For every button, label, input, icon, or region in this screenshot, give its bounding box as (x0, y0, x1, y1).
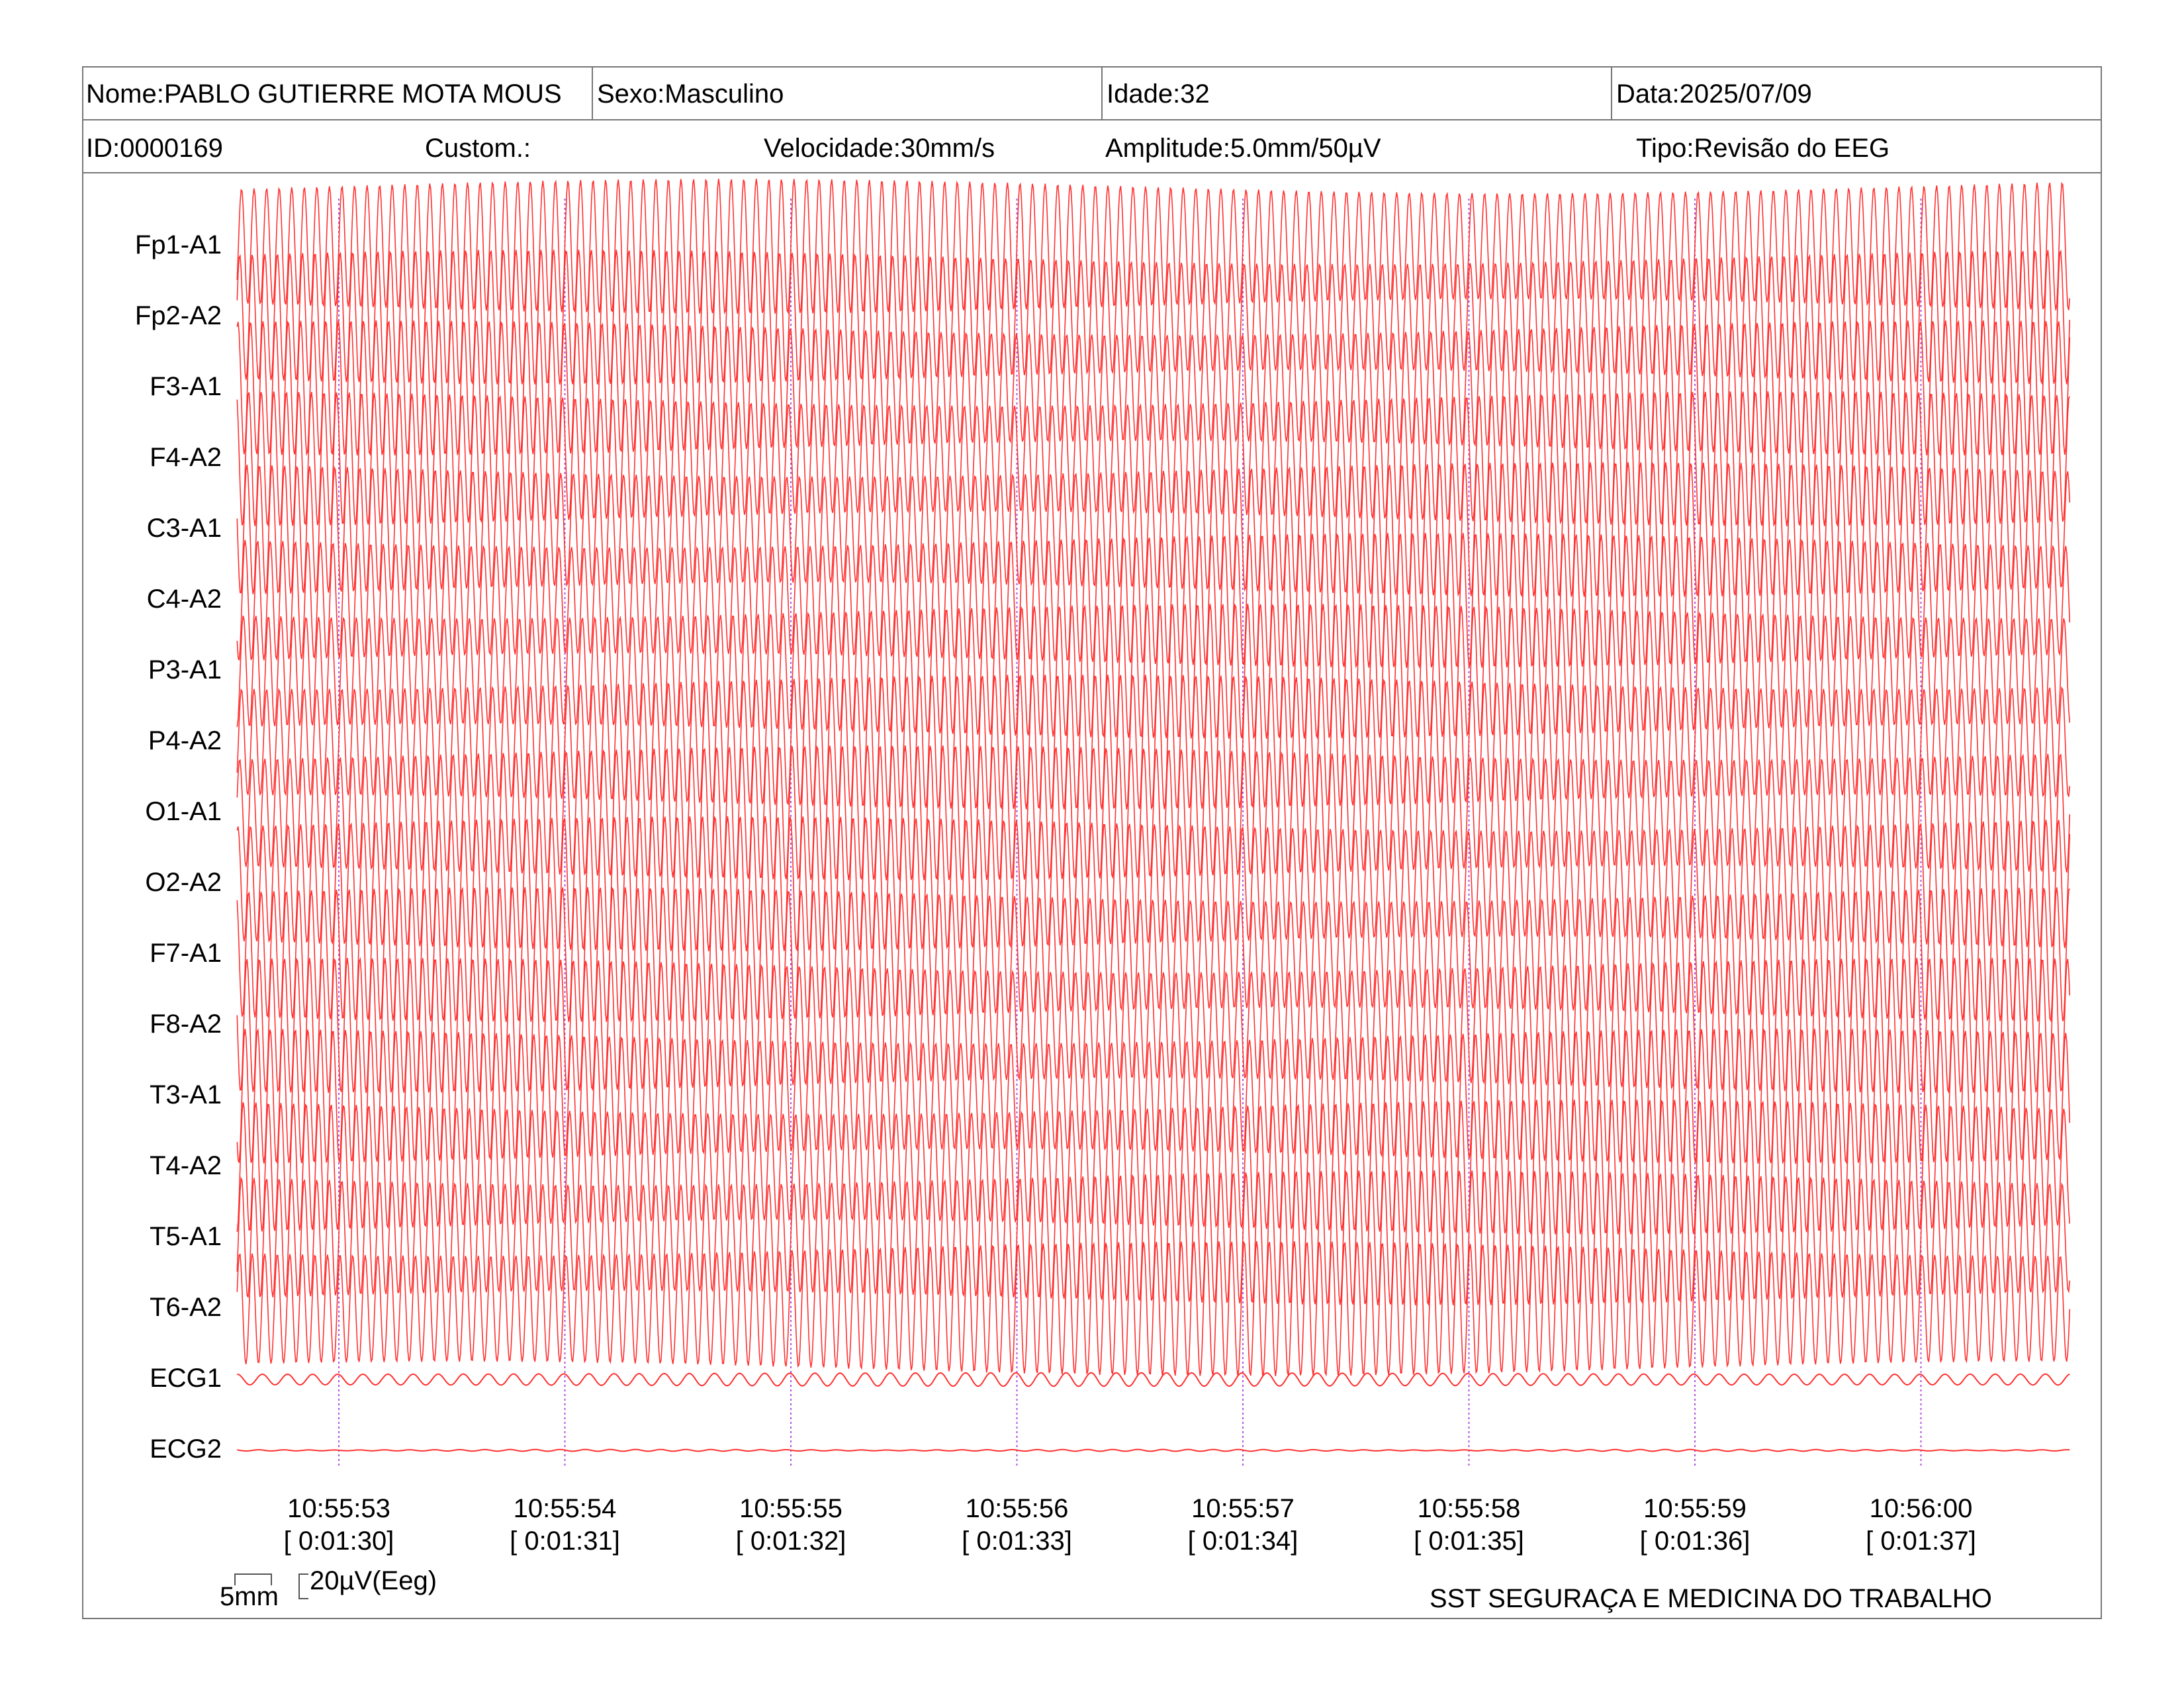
paper-speed: Velocidade:30mm/s (764, 134, 995, 163)
amp-scale-label: 20µV(Eeg) (310, 1566, 437, 1595)
time-tick-label: 10:55:59 [ 0:01:36] (1615, 1493, 1774, 1558)
trace-t3-a1 (236, 1027, 2071, 1165)
elapsed-time: [ 0:01:36] (1639, 1526, 1751, 1556)
custom-field: Custom.: (425, 134, 531, 163)
channel-label: P3-A1 (148, 655, 222, 684)
channel-label: Fp2-A2 (134, 301, 222, 330)
channel-label: T3-A1 (150, 1080, 222, 1109)
channel-label: O1-A1 (145, 797, 222, 826)
elapsed-time: [ 0:01:34] (1187, 1526, 1298, 1556)
time-tick-label: 10:55:57 [ 0:01:34] (1163, 1493, 1322, 1558)
time-scale-label: 5mm (220, 1582, 279, 1611)
trace-ecg1 (237, 1372, 2070, 1387)
trace-t6-a2 (236, 1241, 2071, 1378)
channel-label: F7-A1 (150, 939, 222, 968)
trace-ecg2 (237, 1448, 2070, 1452)
elapsed-time: [ 0:01:32] (735, 1526, 846, 1556)
trace-c4-a2 (236, 532, 2071, 669)
clock-time: 10:55:55 (739, 1494, 842, 1523)
organization-name: SST SEGURAÇA E MEDICINA DO TRABALHO (1430, 1584, 1992, 1613)
trace-c3-a1 (236, 462, 2071, 598)
trace-f7-a1 (236, 886, 2070, 1023)
channel-label: Fp1-A1 (134, 230, 222, 259)
clock-time: 10:55:53 (287, 1494, 390, 1523)
time-scale-mark (234, 1573, 272, 1585)
trace-fp2-a2 (236, 249, 2071, 385)
elapsed-time: [ 0:01:37] (1866, 1526, 1976, 1556)
channel-label: C3-A1 (146, 514, 222, 543)
clock-time: 10:55:57 (1191, 1494, 1295, 1523)
trace-p4-a2 (236, 675, 2071, 810)
patient-age: Idade:32 (1101, 66, 1611, 119)
channel-label: T5-A1 (150, 1222, 222, 1251)
clock-time: 10:56:00 (1869, 1494, 1973, 1523)
time-tick-label: 10:55:55 [ 0:01:32] (711, 1493, 870, 1558)
time-tick-label: 10:55:54 [ 0:01:31] (486, 1493, 645, 1558)
channel-label: O2-A2 (145, 868, 222, 897)
patient-id: ID:0000169 (86, 134, 223, 163)
trace-f8-a2 (236, 957, 2071, 1094)
channel-label: C4-A2 (146, 585, 222, 614)
trace-t4-a2 (236, 1100, 2071, 1235)
channel-label: T6-A2 (150, 1293, 222, 1322)
amplitude-setting: Amplitude:5.0mm/50µV (1105, 134, 1381, 163)
exam-date: Data:2025/07/09 (1611, 66, 2101, 119)
time-tick-label: 10:55:56 [ 0:01:33] (938, 1493, 1097, 1558)
trace-f3-a1 (236, 320, 2071, 457)
elapsed-time: [ 0:01:33] (962, 1526, 1072, 1556)
time-tick-label: 10:55:58 [ 0:01:35] (1390, 1493, 1549, 1558)
time-tick-label: 10:55:53 [ 0:01:30] (259, 1493, 418, 1558)
trace-fp1-a1 (236, 178, 2071, 315)
clock-time: 10:55:58 (1417, 1494, 1521, 1523)
channel-label: ECG2 (150, 1434, 222, 1464)
header-row-1: Nome:PABLO GUTIERRE MOTA MOUS Sexo:Mascu… (82, 66, 2102, 120)
exam-type: Tipo:Revisão do EEG (1636, 134, 1890, 163)
elapsed-time: [ 0:01:35] (1414, 1526, 1524, 1556)
header-row-2: ID:0000169 Custom.: Velocidade:30mm/s Am… (82, 120, 2102, 173)
trace-t5-a1 (236, 1170, 2071, 1306)
channel-label: ECG1 (150, 1364, 222, 1393)
clock-time: 10:55:54 (513, 1494, 617, 1523)
trace-o2-a2 (236, 816, 2071, 953)
patient-name: Nome:PABLO GUTIERRE MOTA MOUS (86, 79, 562, 109)
channel-label: P4-A2 (148, 726, 222, 755)
trace-f4-a2 (236, 391, 2071, 528)
time-tick-label: 10:56:00 [ 0:01:37] (1842, 1493, 2001, 1558)
amp-scale-mark (298, 1573, 308, 1599)
clock-time: 10:55:56 (965, 1494, 1069, 1523)
clock-time: 10:55:59 (1643, 1494, 1747, 1523)
channel-label: F4-A2 (150, 443, 222, 472)
trace-p3-a1 (236, 603, 2071, 740)
patient-sex: Sexo:Masculino (592, 66, 1101, 119)
trace-o1-a1 (236, 745, 2071, 881)
channel-label: T4-A2 (150, 1151, 222, 1180)
elapsed-time: [ 0:01:30] (283, 1526, 394, 1556)
elapsed-time: [ 0:01:31] (510, 1526, 620, 1556)
channel-label: F3-A1 (150, 372, 222, 401)
channel-label: F8-A2 (150, 1009, 222, 1039)
report-frame (82, 66, 2102, 1619)
